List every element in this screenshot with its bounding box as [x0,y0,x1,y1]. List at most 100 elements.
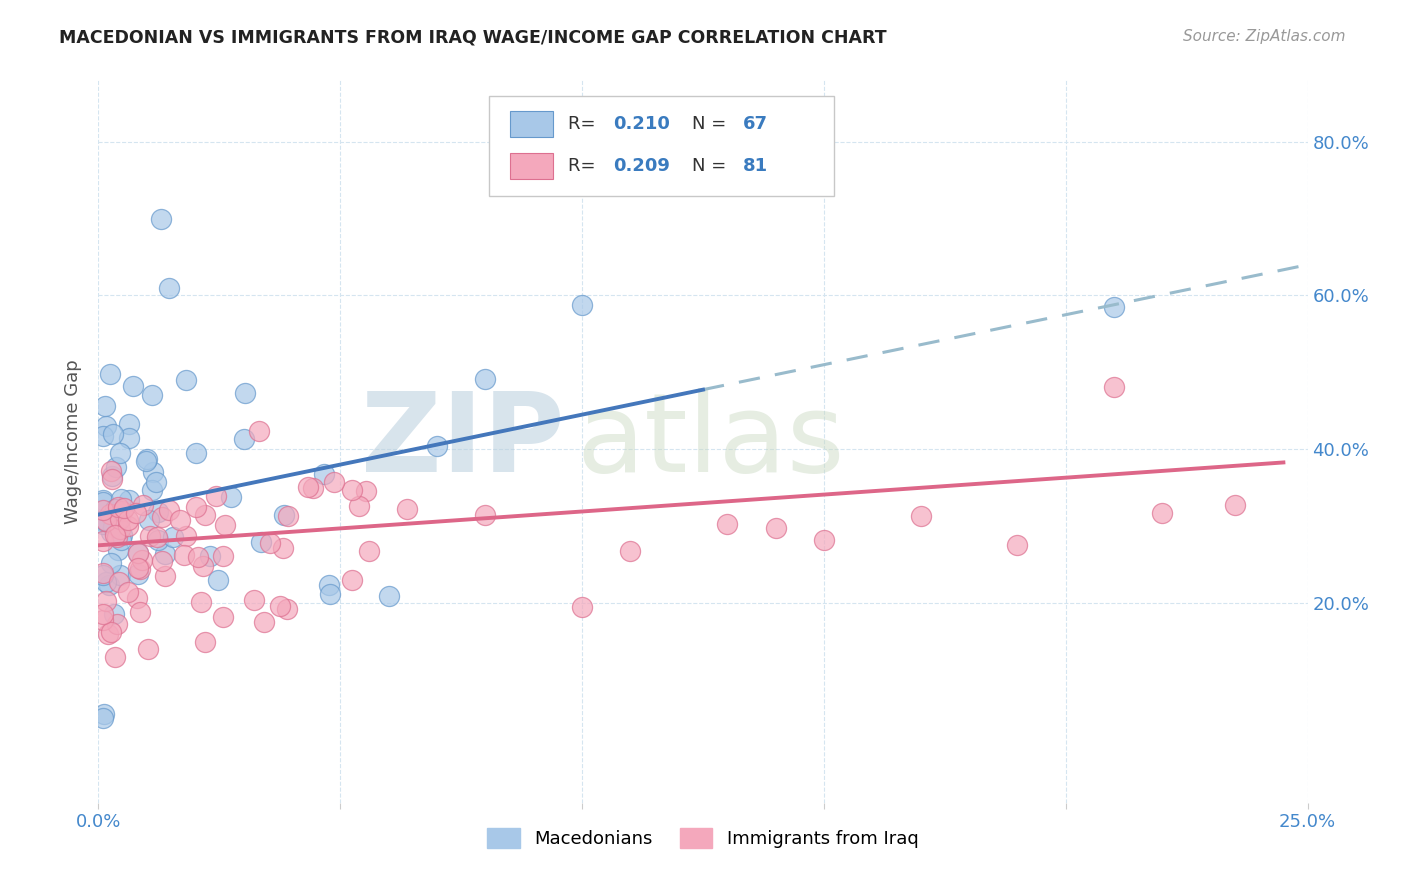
FancyBboxPatch shape [489,96,834,196]
Point [571,297,593,311]
Point [94,574,117,589]
Point [136,642,159,657]
Point [571,600,593,615]
Point [297,480,319,494]
Text: R=: R= [568,115,600,133]
Point [194,508,217,522]
Point [127,546,149,560]
Point [138,529,160,543]
Point [101,511,124,525]
Point [104,649,127,664]
Text: 67: 67 [742,115,768,133]
Point [253,615,276,630]
Point [619,543,641,558]
Point [377,589,399,603]
Point [127,567,149,582]
Point [91,534,114,549]
Point [233,386,256,401]
Point [110,568,132,582]
Point [100,624,122,639]
Point [211,549,233,563]
Point [349,500,371,514]
Point [107,543,129,558]
Text: R=: R= [568,157,600,175]
Point [107,574,129,589]
Point [91,607,114,622]
Legend: Macedonians, Immigrants from Iraq: Macedonians, Immigrants from Iraq [481,821,925,855]
Point [136,452,159,467]
Bar [509,112,553,137]
Point [271,541,294,555]
Point [118,432,141,446]
Point [184,446,207,460]
Point [125,591,148,605]
Point [1102,300,1125,314]
Point [243,592,266,607]
Point [97,626,120,640]
Point [91,613,114,627]
Point [91,567,114,582]
Point [117,513,139,527]
Text: Source: ZipAtlas.com: Source: ZipAtlas.com [1182,29,1346,44]
Point [101,468,124,483]
Bar [509,153,553,179]
Point [132,499,155,513]
Point [198,549,221,563]
Point [314,467,336,481]
Point [259,535,281,549]
Point [150,554,173,568]
Point [813,533,835,548]
Point [1152,506,1174,520]
Text: MACEDONIAN VS IMMIGRANTS FROM IRAQ WAGE/INCOME GAP CORRELATION CHART: MACEDONIAN VS IMMIGRANTS FROM IRAQ WAGE/… [59,29,887,46]
Point [323,475,346,490]
Point [396,502,419,516]
Point [319,587,342,601]
Point [169,513,191,527]
Point [219,490,242,504]
Point [107,530,129,544]
Point [103,607,125,622]
Point [108,446,131,460]
Point [910,508,932,523]
Point [146,533,169,548]
Point [249,534,271,549]
Point [98,507,121,521]
Point [765,521,787,535]
Point [108,511,131,525]
Point [141,483,163,497]
Point [146,530,169,544]
Point [94,418,117,433]
Point [93,566,115,581]
Point [107,500,129,514]
Point [93,707,115,722]
Point [354,484,377,499]
Point [173,548,195,562]
Point [100,524,122,539]
Point [157,281,180,295]
Point [474,508,496,522]
Point [269,599,291,613]
Point [194,634,217,648]
Point [190,595,212,609]
Point [318,578,340,592]
Point [187,550,209,565]
Point [148,505,170,519]
Point [357,544,380,558]
Point [91,711,114,725]
Point [247,424,270,438]
Point [474,372,496,386]
Point [276,602,298,616]
Point [101,472,124,486]
Point [233,432,256,446]
Point [111,504,134,518]
Text: N =: N = [692,157,727,175]
Point [96,594,118,608]
Point [342,573,364,587]
Point [176,529,198,543]
Point [141,388,163,402]
Point [129,562,152,576]
Point [94,399,117,413]
Point [100,556,122,570]
Point [105,617,128,632]
Point [110,533,132,548]
